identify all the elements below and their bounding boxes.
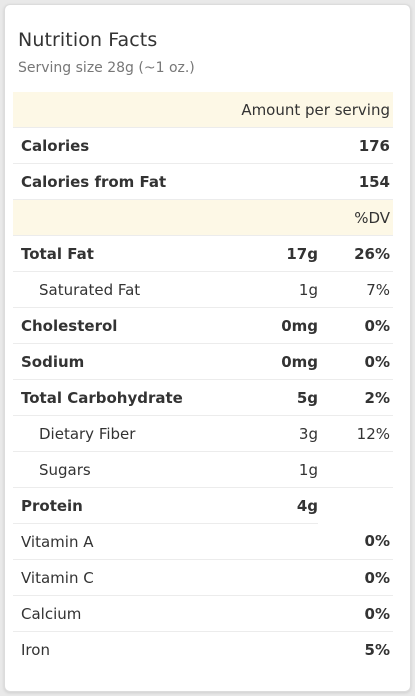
nutrient-dv: 0% xyxy=(318,307,393,344)
nutrient-label: Dietary Fiber xyxy=(13,415,248,452)
nutrient-amount: 3g xyxy=(248,415,318,452)
nutrient-row: Sugars 1g xyxy=(13,451,393,488)
dv-header-row: %DV xyxy=(13,199,393,236)
nutrient-row: Total Fat 17g 26% xyxy=(13,235,393,272)
nutrient-row: Cholesterol 0mg 0% xyxy=(13,307,393,344)
calories-value: 176 xyxy=(318,127,393,164)
vitamin-label: Calcium xyxy=(13,595,318,632)
nutrient-label: Total Fat xyxy=(13,235,248,272)
nutrient-amount: 0mg xyxy=(248,343,318,380)
vitamin-row: Iron 5% xyxy=(13,632,393,668)
nutrient-dv xyxy=(318,488,393,524)
nutrient-amount: 5g xyxy=(248,379,318,416)
amount-header-row: Amount per serving xyxy=(13,92,393,128)
nutrient-label: Sugars xyxy=(13,451,248,488)
calories-fat-value: 154 xyxy=(318,163,393,200)
nutrition-title: Nutrition Facts xyxy=(18,29,158,51)
dv-header: %DV xyxy=(13,199,393,236)
nutrient-dv: 2% xyxy=(318,379,393,416)
nutrient-amount: 4g xyxy=(248,487,318,524)
vitamin-dv: 0% xyxy=(318,595,393,632)
nutrient-label: Protein xyxy=(13,487,248,524)
nutrient-row: Protein 4g xyxy=(13,487,393,524)
vitamin-dv: 0% xyxy=(318,559,393,596)
serving-size: Serving size 28g (~1 oz.) xyxy=(18,60,195,76)
nutrient-label: Total Carbohydrate xyxy=(13,379,248,416)
calories-fat-row: Calories from Fat 154 xyxy=(13,163,393,200)
calories-row: Calories 176 xyxy=(13,127,393,164)
vitamin-row: Calcium 0% xyxy=(13,595,393,632)
nutrient-dv: 0% xyxy=(318,343,393,380)
nutrient-label: Cholesterol xyxy=(13,307,248,344)
calories-label: Calories xyxy=(13,127,318,164)
nutrient-row: Total Carbohydrate 5g 2% xyxy=(13,379,393,416)
nutrition-table: Amount per serving Calories 176 Calories… xyxy=(13,92,393,667)
amount-header: Amount per serving xyxy=(13,92,393,128)
vitamin-label: Iron xyxy=(21,640,50,659)
nutrient-dv: 12% xyxy=(318,415,393,452)
calories-fat-label: Calories from Fat xyxy=(13,163,318,200)
vitamin-dv: 5% xyxy=(364,640,390,659)
nutrient-amount: 1g xyxy=(248,451,318,488)
nutrient-amount: 1g xyxy=(248,271,318,308)
vitamin-row: Vitamin A 0% xyxy=(13,523,393,560)
nutrient-dv: 7% xyxy=(318,271,393,308)
nutrient-amount: 0mg xyxy=(248,307,318,344)
nutrient-dv: 26% xyxy=(318,235,393,272)
vitamin-row: Vitamin C 0% xyxy=(13,559,393,596)
nutrient-row: Dietary Fiber 3g 12% xyxy=(13,415,393,452)
nutrient-label: Saturated Fat xyxy=(13,271,248,308)
nutrient-amount: 17g xyxy=(248,235,318,272)
vitamin-label: Vitamin A xyxy=(13,523,318,560)
nutrient-row: Sodium 0mg 0% xyxy=(13,343,393,380)
vitamin-label: Vitamin C xyxy=(13,559,318,596)
nutrient-row: Saturated Fat 1g 7% xyxy=(13,271,393,308)
nutrient-label: Sodium xyxy=(13,343,248,380)
vitamin-dv: 0% xyxy=(318,523,393,560)
nutrient-dv xyxy=(318,451,393,488)
